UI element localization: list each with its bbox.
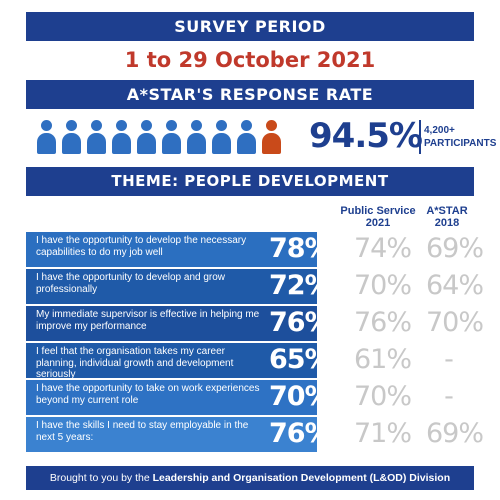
person-body bbox=[262, 133, 281, 154]
person-body bbox=[37, 133, 56, 154]
row-bar bbox=[26, 306, 317, 341]
result-row: I feel that the organisation takes my ca… bbox=[26, 343, 474, 380]
person-body bbox=[62, 133, 81, 154]
person-body bbox=[137, 133, 156, 154]
participants-label: PARTICIPANTS bbox=[424, 138, 497, 149]
astar-2021-value: 65% bbox=[269, 344, 332, 375]
public-service-value: 70% bbox=[354, 270, 412, 301]
statement: I feel that the organisation takes my ca… bbox=[36, 346, 234, 380]
result-row: I have the skills I need to stay employa… bbox=[26, 417, 484, 452]
person-head bbox=[216, 120, 227, 131]
astar-2021-value: 72% bbox=[269, 270, 332, 301]
result-row: I have the opportunity to take on work e… bbox=[26, 380, 474, 415]
response-rate-row: 94.5% 4,200+ PARTICIPANTS bbox=[26, 110, 496, 164]
person-body bbox=[187, 133, 206, 154]
person-icon bbox=[86, 120, 107, 154]
person-head bbox=[116, 120, 127, 131]
person-body bbox=[162, 133, 181, 154]
row-bar bbox=[26, 380, 317, 415]
response-rate-header: A*STAR'S RESPONSE RATE bbox=[26, 80, 474, 109]
person-head bbox=[141, 120, 152, 131]
statement: I have the opportunity to develop and gr… bbox=[36, 272, 226, 295]
participant-icons bbox=[36, 120, 282, 154]
astar-2021-value: 76% bbox=[269, 307, 332, 338]
person-head bbox=[191, 120, 202, 131]
public-service-value: 76% bbox=[354, 307, 412, 338]
person-head bbox=[66, 120, 77, 131]
survey-results: I have the opportunity to develop the ne… bbox=[26, 232, 484, 454]
survey-period-header: SURVEY PERIOD bbox=[26, 12, 474, 41]
astar-2018-value: - bbox=[444, 381, 454, 412]
person-body bbox=[212, 133, 231, 154]
person-body bbox=[237, 133, 256, 154]
person-head bbox=[241, 120, 252, 131]
column-header-astar-2018: A*STAR 2018 bbox=[420, 205, 474, 229]
person-icon bbox=[111, 120, 132, 154]
statement: I have the skills I need to stay employa… bbox=[36, 420, 249, 443]
column-year: 2021 bbox=[365, 217, 391, 229]
row-bar bbox=[26, 269, 317, 304]
person-icon bbox=[186, 120, 207, 154]
person-head bbox=[166, 120, 177, 131]
participants-number: 4,200+ bbox=[424, 125, 455, 136]
person-body bbox=[112, 133, 131, 154]
divider bbox=[419, 120, 421, 154]
footer-credit: Brought to you by the Leadership and Org… bbox=[26, 466, 474, 490]
row-bar bbox=[26, 343, 317, 378]
statement: My immediate supervisor is effective in … bbox=[36, 309, 260, 332]
person-icon bbox=[61, 120, 82, 154]
participants-count: 4,200+ PARTICIPANTS bbox=[424, 124, 496, 150]
public-service-value: 74% bbox=[354, 233, 412, 264]
column-header-public-service: Public Service 2021 bbox=[333, 205, 423, 229]
footer-division: Leadership and Organisation Development … bbox=[152, 472, 451, 484]
person-icon bbox=[236, 120, 257, 154]
survey-dates: 1 to 29 October 2021 bbox=[124, 48, 376, 72]
person-body bbox=[87, 133, 106, 154]
result-row: I have the opportunity to develop and gr… bbox=[26, 269, 484, 304]
astar-2021-value: 70% bbox=[269, 381, 332, 412]
person-icon bbox=[161, 120, 182, 154]
astar-2018-value: 70% bbox=[426, 307, 484, 338]
public-service-value: 70% bbox=[354, 381, 412, 412]
astar-2021-value: 76% bbox=[269, 418, 332, 449]
astar-2018-value: 64% bbox=[426, 270, 484, 301]
result-row: I have the opportunity to develop the ne… bbox=[26, 232, 484, 267]
public-service-value: 61% bbox=[354, 344, 412, 375]
person-head bbox=[266, 120, 277, 131]
column-label: Public Service bbox=[340, 205, 416, 217]
footer-prefix: Brought to you by the bbox=[49, 472, 153, 484]
response-rate-value: 94.5% bbox=[309, 116, 423, 156]
astar-2018-value: - bbox=[444, 344, 454, 375]
person-head bbox=[91, 120, 102, 131]
column-label: A*STAR bbox=[426, 205, 468, 217]
public-service-value: 71% bbox=[354, 418, 412, 449]
row-bar bbox=[26, 232, 317, 267]
statement: I have the opportunity to develop the ne… bbox=[36, 235, 247, 258]
row-bar bbox=[26, 417, 317, 452]
column-year: 2018 bbox=[434, 217, 460, 229]
astar-2021-value: 78% bbox=[269, 233, 332, 264]
person-head bbox=[41, 120, 52, 131]
person-icon bbox=[261, 120, 282, 154]
result-row: My immediate supervisor is effective in … bbox=[26, 306, 484, 341]
person-icon bbox=[136, 120, 157, 154]
astar-2018-value: 69% bbox=[426, 418, 484, 449]
astar-2018-value: 69% bbox=[426, 233, 484, 264]
theme-header: THEME: PEOPLE DEVELOPMENT bbox=[26, 167, 474, 196]
person-icon bbox=[36, 120, 57, 154]
statement: I have the opportunity to take on work e… bbox=[36, 383, 260, 406]
person-icon bbox=[211, 120, 232, 154]
